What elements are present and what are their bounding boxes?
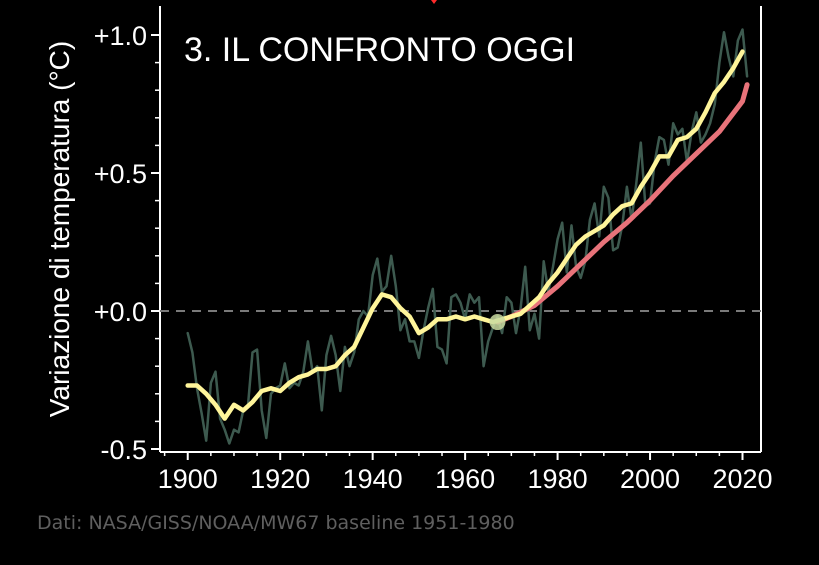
smoothed-series-line bbox=[185, 49, 745, 421]
y-axis-ticks: -0.5 +0.0 +0.5 +1.0 bbox=[94, 21, 160, 465]
series-layer bbox=[185, 28, 750, 445]
x-tick-label: 1980 bbox=[528, 464, 588, 494]
x-tick-label: 2020 bbox=[712, 464, 772, 494]
x-axis-ticks: 1900 1920 1940 1960 1980 2000 2020 bbox=[158, 452, 773, 494]
y-tick-label: +0.5 bbox=[94, 159, 147, 189]
y-tick-label: +0.0 bbox=[94, 297, 147, 327]
x-tick-label: 1900 bbox=[158, 464, 218, 494]
y-axis-title: Variazione di temperatura (°C) bbox=[44, 41, 75, 417]
x-tick-label: 1960 bbox=[435, 464, 495, 494]
y-tick-label: +1.0 bbox=[94, 21, 147, 51]
x-tick-label: 1920 bbox=[250, 464, 310, 494]
projection-series-line bbox=[495, 82, 750, 325]
x-tick-label: 1940 bbox=[343, 464, 403, 494]
highlight-point bbox=[489, 314, 506, 331]
annual-series-line bbox=[186, 28, 749, 445]
y-tick-label: -0.5 bbox=[100, 435, 147, 465]
source-note: Dati: NASA/GISS/NOAA/MW67 baseline 1951-… bbox=[37, 512, 515, 534]
top-marker-icon bbox=[431, 0, 437, 4]
x-tick-label: 2000 bbox=[620, 464, 680, 494]
chart-title: 3. IL CONFRONTO OGGI bbox=[184, 31, 575, 69]
plot-area: 1900 1920 1940 1960 1980 2000 2020 -0.5 +0.0 +0.… bbox=[94, 0, 773, 494]
